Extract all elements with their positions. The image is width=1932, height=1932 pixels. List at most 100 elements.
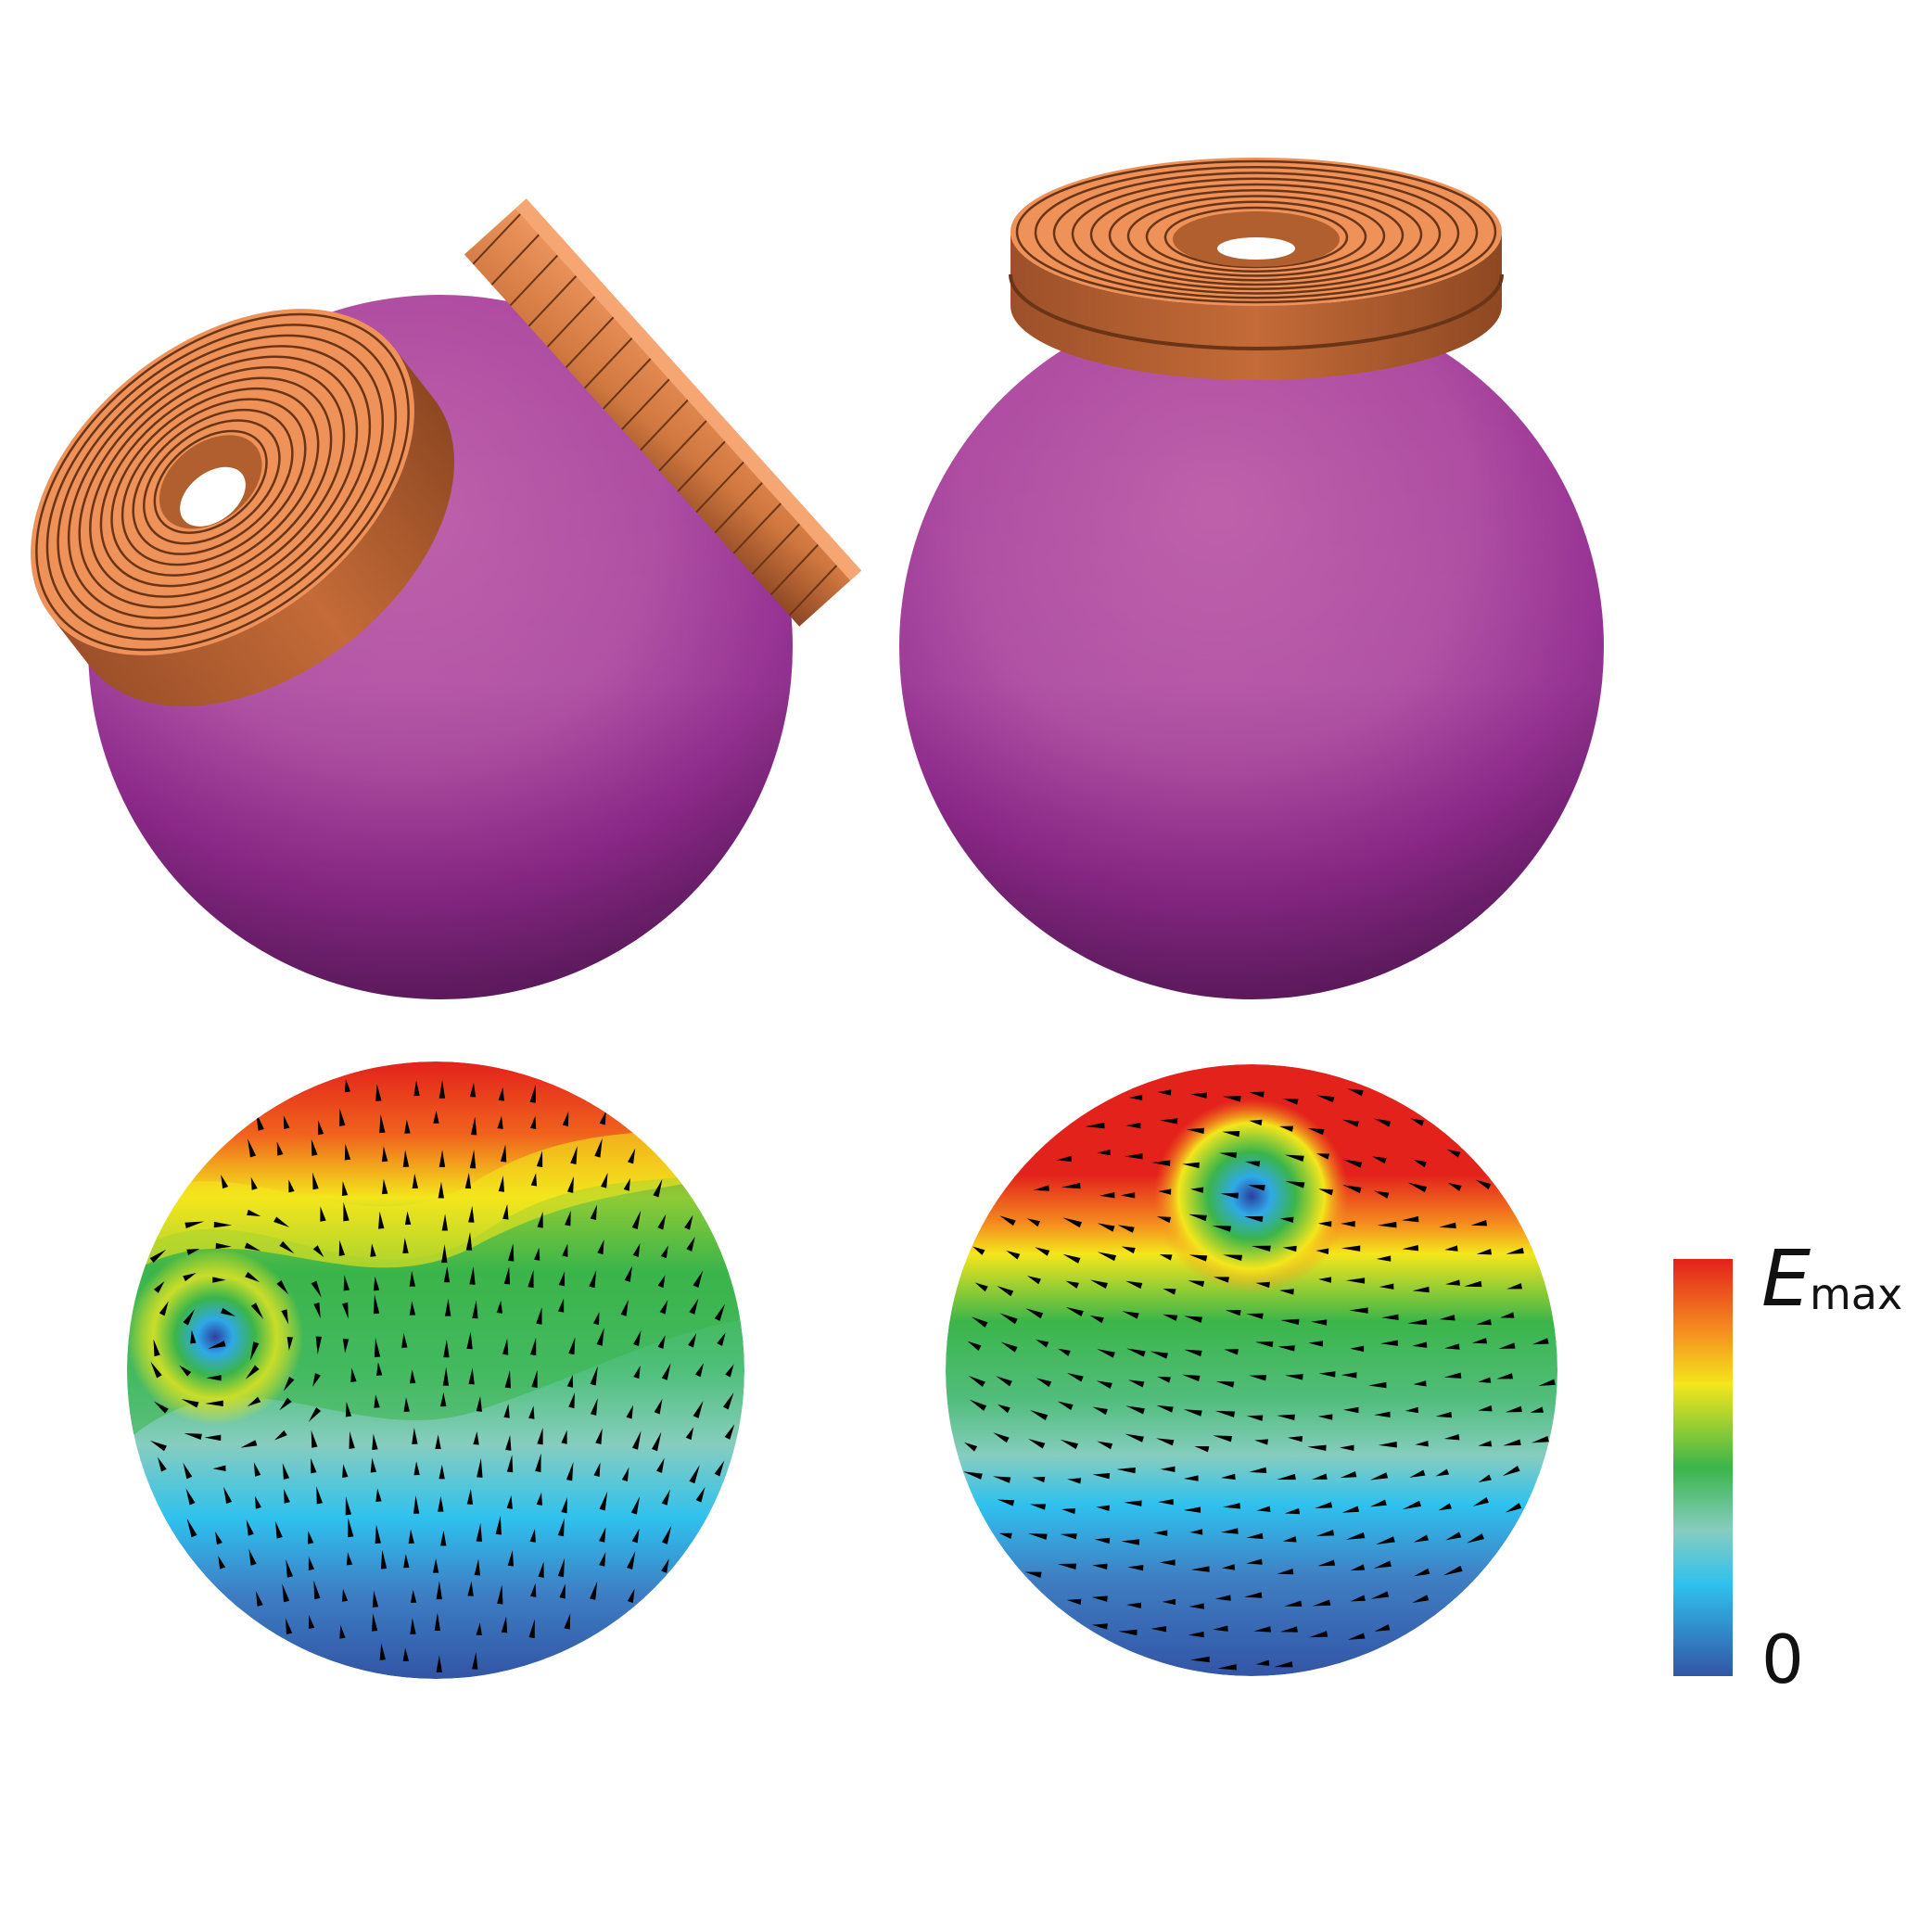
field-vector-arrow — [279, 1240, 295, 1254]
field-vector-arrow — [1376, 1255, 1392, 1262]
field-vector-arrow — [158, 1456, 167, 1472]
field-vector-arrow — [1089, 1279, 1108, 1289]
field-vector-arrow — [1159, 1559, 1176, 1566]
field-vector-arrow — [963, 1442, 978, 1452]
field-vector-arrow — [1500, 1312, 1515, 1318]
coil-winding — [35, 312, 410, 652]
field-vector-arrow — [593, 1462, 601, 1478]
field-vector-arrow — [1085, 1122, 1105, 1129]
coil-winding — [732, 502, 782, 554]
field-vector-arrow — [190, 1329, 197, 1344]
coil-right-edge — [515, 198, 862, 581]
field-vector-arrow — [208, 1341, 226, 1349]
field-vector-arrow — [1316, 1530, 1335, 1537]
field-vector-arrow — [1244, 1215, 1264, 1223]
field-vector-arrow — [468, 1205, 475, 1223]
field-vector-arrow — [372, 1590, 379, 1608]
field-vector-arrow — [1066, 1373, 1084, 1382]
field-vector-arrow — [534, 1247, 540, 1261]
field-vector-arrow — [1280, 1318, 1300, 1326]
field-vector-arrow — [661, 1558, 669, 1573]
field-vector-arrow — [442, 1366, 450, 1386]
field-vector-arrow — [528, 1619, 535, 1639]
field-vector-arrow — [1249, 1091, 1265, 1098]
field-vector-arrow — [1128, 1094, 1143, 1101]
field-vector-arrow — [589, 1270, 597, 1289]
field-vector-arrow — [1317, 1559, 1336, 1567]
field-vector-arrow — [1472, 1497, 1489, 1506]
field-vector-arrow — [661, 1489, 670, 1506]
field-vector-arrow — [204, 1434, 222, 1442]
field-vector-arrow — [1279, 1216, 1294, 1224]
field-vector-arrow — [153, 1401, 169, 1414]
field-vector-arrow — [464, 1172, 472, 1189]
field-vector-arrow — [284, 1488, 290, 1504]
field-vector-arrow — [1409, 1469, 1426, 1478]
field-vector-arrow — [1308, 1631, 1328, 1638]
field-vector-arrow — [590, 1581, 598, 1600]
field-vector-arrow — [1035, 1247, 1050, 1256]
coil-winding — [751, 523, 801, 575]
field-vector-arrow — [628, 1148, 636, 1164]
field-vector-arrow — [498, 1087, 504, 1101]
field-vector-arrow — [379, 1643, 387, 1660]
field-vector-arrow — [1413, 1534, 1430, 1543]
field-vector-arrow — [341, 1180, 349, 1197]
field-vector-arrow — [1438, 1503, 1452, 1511]
field-vector-arrow — [1188, 1280, 1205, 1288]
field-vector-arrow — [599, 1527, 606, 1543]
field-vector-arrow — [1212, 1225, 1232, 1232]
field-vector-arrow — [1439, 1222, 1456, 1228]
coil-left — [31, 309, 454, 706]
field-vector-arrow — [962, 1471, 983, 1480]
field-vector-arrow — [283, 1115, 290, 1130]
field-vector-arrow — [529, 1084, 536, 1103]
field-vector-arrow — [595, 1428, 603, 1445]
field-vector-arrow — [1503, 1439, 1521, 1446]
field-vector-arrow — [1342, 1185, 1362, 1193]
coil-winding — [132, 408, 294, 555]
field-vector-arrow — [1184, 1349, 1202, 1357]
field-vector-arrow — [996, 1376, 1012, 1387]
field-vector-arrow — [999, 1215, 1016, 1227]
field-vector-arrow — [1182, 1374, 1201, 1382]
field-vector-arrow — [212, 1277, 226, 1283]
field-vector-arrow — [1092, 1406, 1108, 1416]
coil-left-side — [50, 348, 454, 706]
coil-top-windings — [1015, 159, 1497, 304]
field-vector-arrow — [1158, 1499, 1174, 1506]
field-vector-arrow — [470, 1116, 477, 1136]
field-vector-arrow — [631, 1528, 640, 1544]
field-vector-arrow — [1156, 1216, 1172, 1224]
field-vector-arrow — [1287, 1436, 1303, 1443]
field-vectors-a — [149, 1079, 735, 1672]
field-vector-arrow — [633, 1329, 642, 1347]
coil-winding — [99, 376, 333, 588]
coil-winding — [57, 334, 385, 630]
field-vector-arrow — [185, 1488, 196, 1506]
field-vector-arrow — [1274, 1661, 1293, 1668]
field-vector-arrow — [1307, 1128, 1325, 1136]
field-vector-arrow — [345, 1496, 352, 1516]
coil-winding — [1089, 183, 1423, 286]
field-vector-arrow — [248, 1548, 257, 1566]
field-vector-arrow — [565, 1210, 571, 1227]
field-vector-arrow — [341, 1302, 349, 1319]
field-vector-arrow — [1000, 1341, 1018, 1353]
field-vector-arrow — [474, 1558, 481, 1576]
field-vector-arrow — [476, 1396, 483, 1412]
field-vector-arrow — [183, 1309, 195, 1326]
field-vector-arrow — [338, 1239, 346, 1256]
field-vector-arrow — [1343, 1406, 1359, 1414]
field-vector-arrow — [1531, 1435, 1549, 1443]
field-vector-arrow — [1284, 1507, 1301, 1515]
field-vector-arrow — [620, 1299, 629, 1316]
field-vector-arrow — [1222, 1130, 1240, 1138]
field-vector-arrow — [311, 1280, 322, 1298]
coil-winding — [621, 378, 670, 430]
field-vector-arrow — [495, 1515, 502, 1535]
field-vector-arrow — [316, 1486, 324, 1505]
field-vector-arrow — [1190, 1187, 1204, 1193]
field-vector-arrow — [1089, 1316, 1104, 1324]
field-vector-arrow — [1062, 1217, 1082, 1228]
